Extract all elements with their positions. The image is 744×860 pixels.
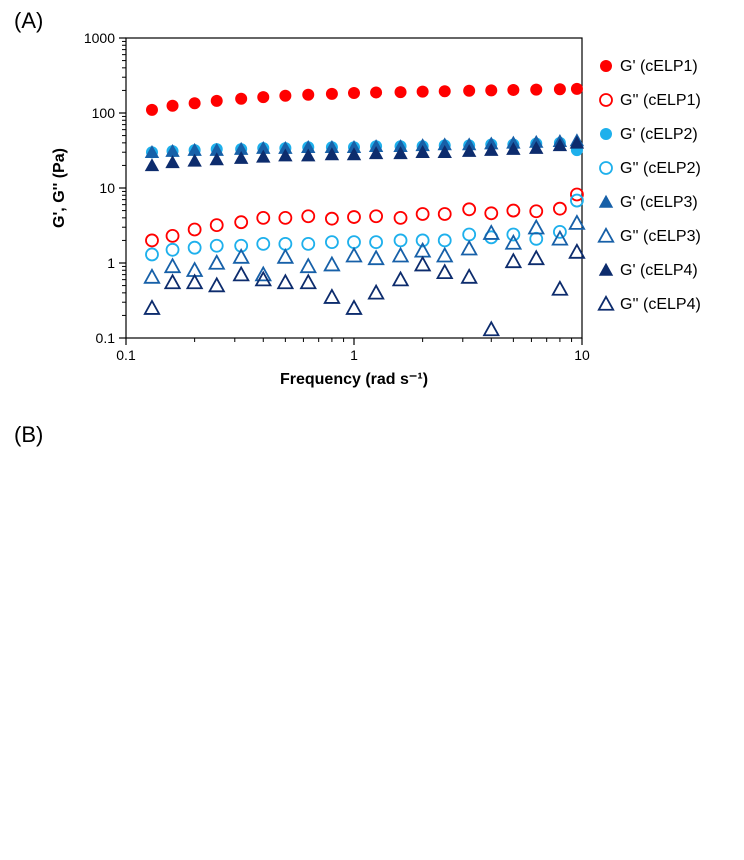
panel-b-chart: 0501001502001234ELP#G₀ (Pa) — [0, 0, 744, 860]
